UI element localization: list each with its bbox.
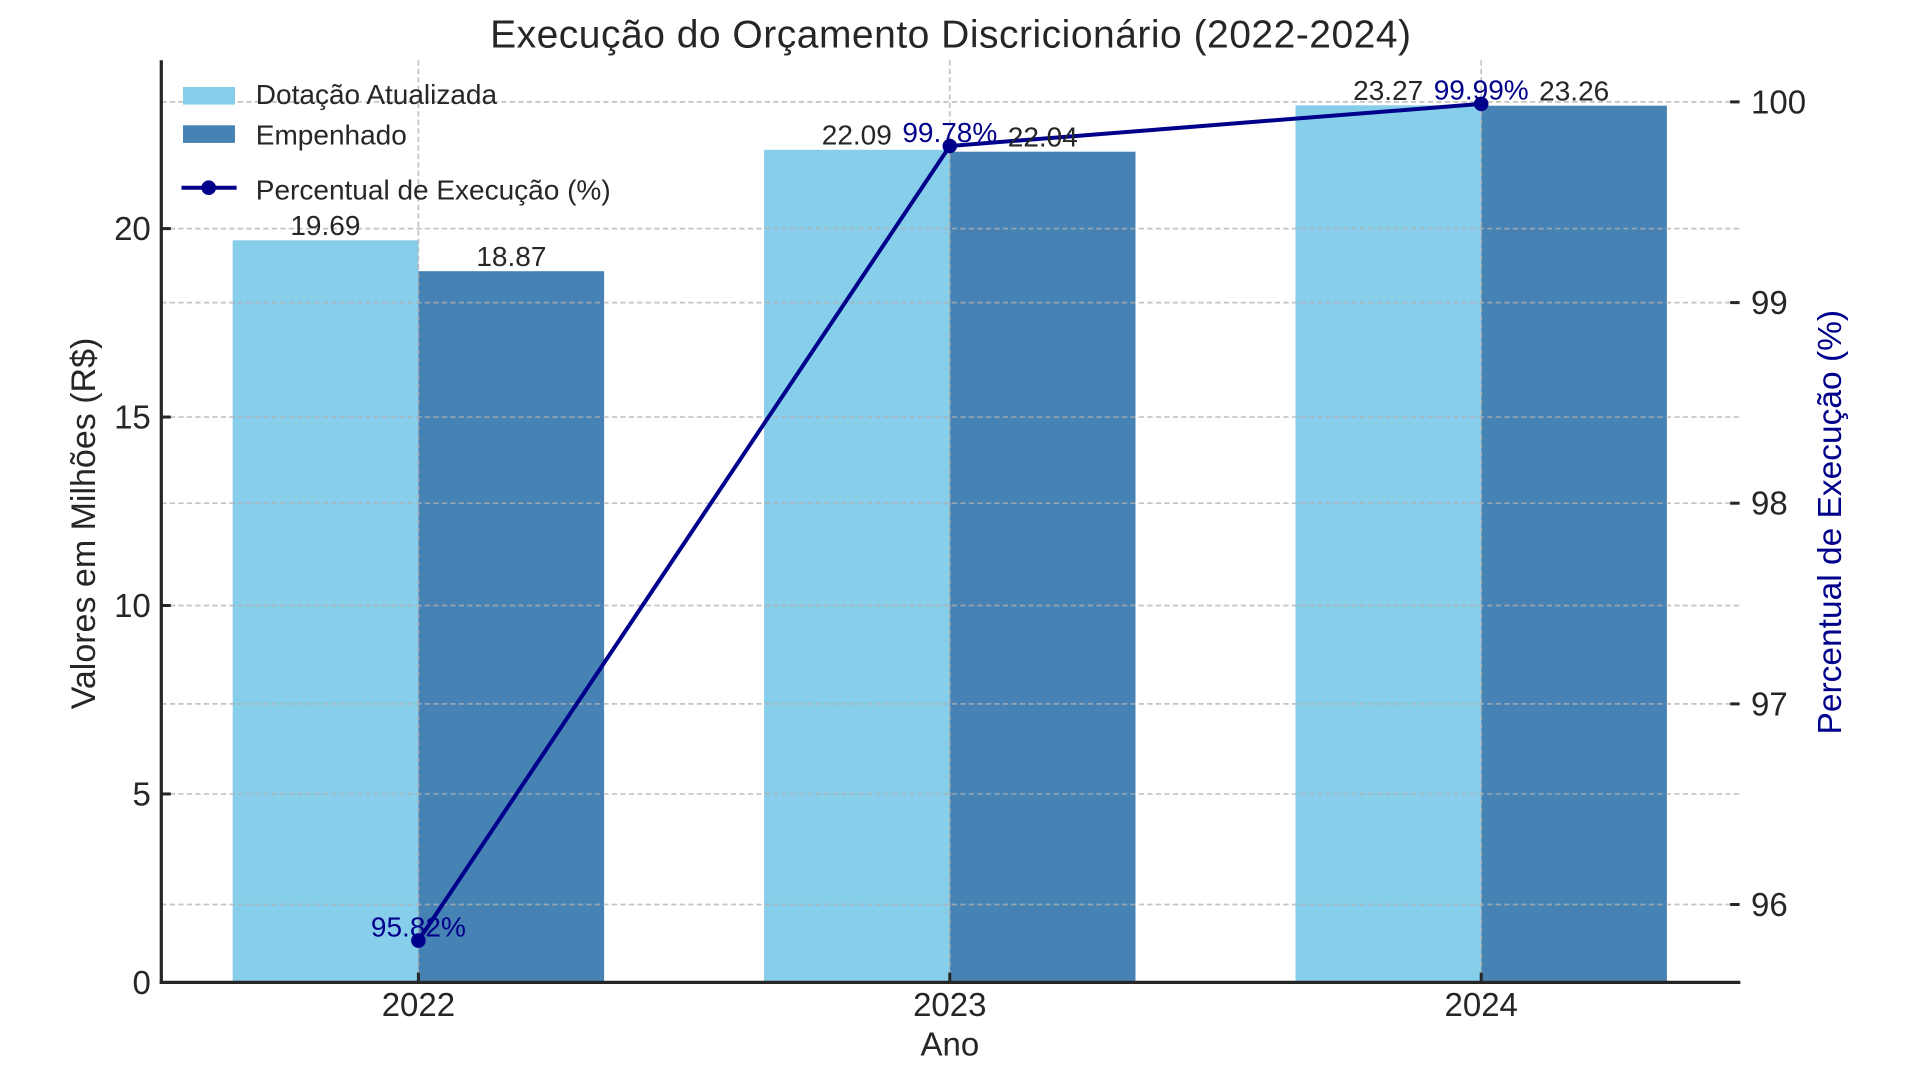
svg-text:98: 98 (1751, 485, 1788, 522)
svg-text:10: 10 (114, 587, 151, 624)
svg-text:99.99%: 99.99% (1434, 75, 1529, 106)
svg-text:23.27: 23.27 (1353, 75, 1423, 106)
svg-text:2023: 2023 (913, 986, 986, 1023)
svg-text:97: 97 (1751, 685, 1788, 722)
svg-text:2024: 2024 (1444, 986, 1517, 1023)
svg-text:19.69: 19.69 (290, 210, 360, 241)
svg-text:15: 15 (114, 399, 151, 436)
svg-text:22.04: 22.04 (1008, 121, 1078, 152)
svg-text:23.26: 23.26 (1539, 75, 1609, 106)
svg-text:Dotação Atualizada: Dotação Atualizada (256, 79, 498, 110)
svg-text:Valores em Milhões (R$): Valores em Milhões (R$) (65, 338, 103, 710)
svg-text:95.82%: 95.82% (371, 911, 466, 942)
svg-text:99.78%: 99.78% (902, 117, 997, 148)
svg-text:18.87: 18.87 (476, 241, 546, 272)
svg-text:20: 20 (114, 210, 151, 247)
svg-text:96: 96 (1751, 886, 1788, 923)
svg-text:Empenhado: Empenhado (256, 119, 407, 150)
svg-text:99: 99 (1751, 284, 1788, 321)
svg-text:22.09: 22.09 (822, 120, 892, 151)
svg-text:5: 5 (132, 775, 150, 812)
svg-text:Execução do Orçamento Discrici: Execução do Orçamento Discricionário (20… (490, 13, 1411, 56)
svg-text:Ano: Ano (920, 1026, 979, 1063)
svg-text:Percentual de Execução (%): Percentual de Execução (%) (256, 174, 611, 205)
svg-text:Percentual de Execução (%): Percentual de Execução (%) (1812, 310, 1849, 735)
svg-text:0: 0 (132, 964, 150, 1001)
svg-text:100: 100 (1751, 83, 1806, 120)
svg-text:2022: 2022 (382, 986, 455, 1023)
